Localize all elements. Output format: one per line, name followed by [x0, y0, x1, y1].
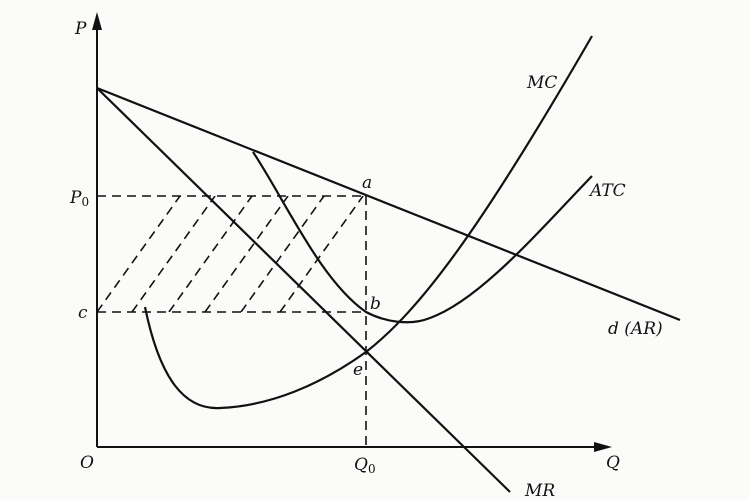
atc-label: ATC: [588, 181, 626, 201]
y-axis-arrow: [92, 12, 102, 30]
atc-curve: [252, 151, 593, 324]
mr-curve: [96, 87, 511, 493]
c-label: c: [78, 303, 88, 323]
profit-hatching: [97, 196, 364, 312]
x-axis-arrow: [594, 442, 612, 452]
point-a-label: a: [362, 173, 372, 193]
q0-label: Q0: [354, 455, 376, 476]
mc-label: MC: [526, 73, 557, 93]
p0-label: P0: [69, 188, 89, 209]
demand-curve: [96, 86, 681, 322]
mc-curve: [143, 35, 593, 410]
y-axis-label: P: [74, 19, 87, 39]
demand-label: d (AR): [608, 319, 663, 339]
point-b-label: b: [370, 294, 381, 314]
point-e-label: e: [353, 360, 363, 380]
origin-label: O: [80, 453, 94, 473]
mr-label: MR: [524, 481, 555, 500]
x-axis-label: Q: [606, 453, 620, 473]
